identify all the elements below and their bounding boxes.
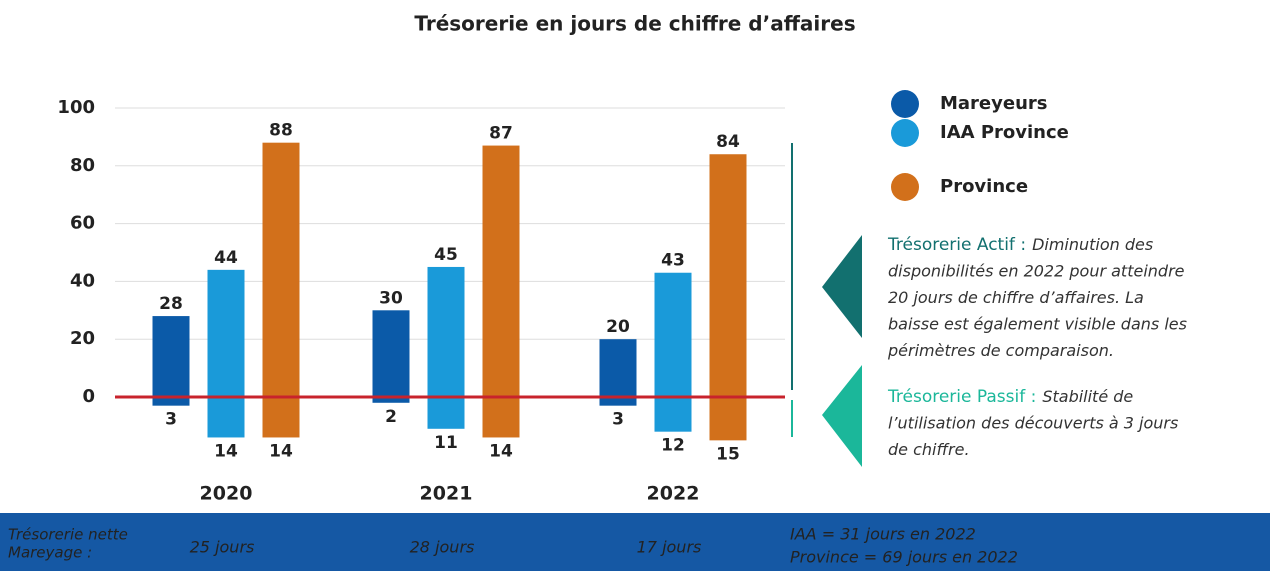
y-tick-label: 100 [57,97,95,118]
annotation-text: baisse est également visible dans les [888,314,1187,333]
annotation-line: de chiffre. [888,440,970,459]
annotation-line: 20 jours de chiffre d’affaires. La [888,288,1144,307]
annotation-text: Stabilité de [1042,387,1133,406]
value-label: 15 [716,444,740,464]
annotation-text: disponibilités en 2022 pour atteindre [888,261,1185,280]
annotation-text: Diminution des [1032,235,1153,254]
y-tick-label: 0 [82,386,95,407]
footer-note: IAA = 31 jours en 2022 [790,525,976,544]
x-tick-label: 2020 [200,483,253,505]
legend-swatch [891,173,919,201]
legend-label: IAA Province [940,122,1069,143]
value-label: 14 [214,441,238,461]
bar [599,397,637,406]
value-label: 45 [434,245,458,265]
bar [427,266,465,397]
legend-label: Province [940,176,1028,197]
footer-value: 17 jours [637,538,702,557]
value-label: 84 [716,132,740,152]
bar [262,142,300,397]
value-label: 11 [434,433,458,453]
bar [654,272,692,397]
value-label: 44 [214,248,238,268]
annotation-label: Trésorerie Actif : [887,235,1026,255]
footer-band [0,513,1270,571]
chart-title: Trésorerie en jours de chiffre d’affaire… [414,12,855,36]
y-tick-label: 60 [70,213,95,234]
bar [207,397,245,438]
footer-value: 25 jours [190,538,255,557]
bar [709,397,747,441]
value-label: 43 [661,251,685,271]
bar [427,397,465,429]
annotation-text: périmètres de comparaison. [887,341,1114,360]
bar [709,154,747,397]
y-tick-label: 20 [70,328,95,349]
bar [372,310,410,397]
annotation: Trésorerie Passif : Stabilité de [887,387,1133,408]
value-label: 12 [661,436,685,456]
annotation-label: Trésorerie Passif : [887,387,1036,407]
value-label: 28 [159,294,183,314]
annotation-text: de chiffre. [888,440,970,459]
bar [482,397,520,438]
annotation-line: disponibilités en 2022 pour atteindre [888,261,1185,280]
bar [654,397,692,432]
footer-label: Mareyage : [8,544,92,562]
bar [152,397,190,406]
annotation-text: l’utilisation des découverts à 3 jours [888,413,1178,432]
x-tick-label: 2022 [647,483,700,505]
bar [599,339,637,397]
annotation-line: baisse est également visible dans les [888,314,1187,333]
arrow-passif [822,365,862,467]
value-label: 3 [165,410,177,430]
annotation-line: l’utilisation des découverts à 3 jours [888,413,1178,432]
value-label: 20 [606,317,630,337]
value-label: 88 [269,121,293,141]
value-label: 87 [489,124,513,144]
value-label: 30 [379,288,403,308]
value-label: 14 [269,441,293,461]
arrow-actif [822,235,862,338]
footer-note: Province = 69 jours en 2022 [790,548,1018,567]
annotation-text: 20 jours de chiffre d’affaires. La [888,288,1144,307]
bar [207,269,245,397]
bar [262,397,300,438]
annotation-line: périmètres de comparaison. [887,341,1114,360]
legend-swatch [891,119,919,147]
value-label: 14 [489,441,513,461]
annotation: Trésorerie Actif : Diminution des [887,235,1153,256]
bar [152,316,190,397]
legend-label: Mareyeurs [940,93,1048,114]
bar [372,397,410,403]
y-tick-label: 80 [70,155,95,176]
value-label: 2 [385,407,397,427]
legend-swatch [891,90,919,118]
x-tick-label: 2021 [420,483,473,505]
footer-label: Trésorerie nette [8,526,128,544]
y-tick-label: 40 [70,270,95,291]
value-label: 3 [612,410,624,430]
bar [482,145,520,397]
footer-value: 28 jours [410,538,475,557]
